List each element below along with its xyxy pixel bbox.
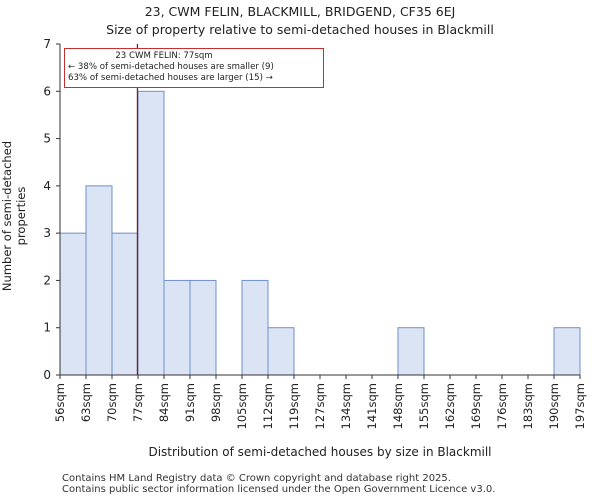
y-tick-label-0: 0 [43,368,51,382]
bar-84sqm [163,279,191,376]
y-tick-label-7: 7 [43,37,51,51]
y-tick-label-2: 2 [43,273,51,287]
bar-63sqm [85,185,113,376]
x-tick-label-148sqm: 148sqm [391,383,405,429]
y-tick-label-6: 6 [43,84,51,98]
bar-77sqm [137,90,165,376]
y-axis-label: Number of semi-detached properties [0,140,28,292]
bar-112sqm [267,327,295,376]
x-tick-label-197sqm: 197sqm [573,383,587,429]
x-tick-label-56sqm: 56sqm [53,383,67,422]
x-tick-label-63sqm: 63sqm [79,383,93,422]
y-tick-label-4: 4 [43,179,51,193]
bar-70sqm [111,232,139,376]
x-tick-label-169sqm: 169sqm [469,383,483,429]
x-tick-label-162sqm: 162sqm [443,383,457,429]
chart-title: Size of property relative to semi-detach… [106,22,494,37]
annotation-box: 23 CWM FELIN: 77sqm ← 38% of semi-detach… [64,48,324,88]
x-tick-label-141sqm: 141sqm [365,383,379,429]
footer-line-1: Contains HM Land Registry data © Crown c… [62,473,451,484]
footer-line-2: Contains public sector information licen… [62,484,496,495]
x-tick-label-91sqm: 91sqm [183,383,197,422]
x-tick-label-105sqm: 105sqm [235,383,249,429]
x-tick-label-119sqm: 119sqm [287,383,301,429]
x-tick-label-70sqm: 70sqm [105,383,119,422]
annotation-line-1: 23 CWM FELIN: 77sqm [115,51,213,61]
x-tick-label-112sqm: 112sqm [261,383,275,429]
y-tick-label-3: 3 [43,226,51,240]
x-tick-label-84sqm: 84sqm [157,383,171,422]
bar-56sqm [59,232,87,376]
x-tick-label-176sqm: 176sqm [495,383,509,429]
bar-190sqm [553,327,581,376]
x-tick-label-155sqm: 155sqm [417,383,431,429]
bar-148sqm [397,327,425,376]
x-tick-label-190sqm: 190sqm [547,383,561,429]
y-tick-label-5: 5 [43,132,51,146]
chart-title-address: 23, CWM FELIN, BLACKMILL, BRIDGEND, CF35… [144,4,456,19]
x-tick-label-77sqm: 77sqm [131,383,145,422]
x-tick-label-134sqm: 134sqm [339,383,353,429]
x-tick-label-183sqm: 183sqm [521,383,535,429]
x-tick-label-127sqm: 127sqm [313,383,327,429]
bar-105sqm [241,279,269,376]
x-axis-label: Distribution of semi-detached houses by … [148,445,492,459]
annotation-line-2: ← 38% of semi-detached houses are smalle… [68,62,274,72]
y-tick-label-1: 1 [43,321,51,335]
bar-91sqm [189,279,217,376]
x-tick-label-98sqm: 98sqm [209,383,223,422]
annotation-line-3: 63% of semi-detached houses are larger (… [68,73,273,83]
